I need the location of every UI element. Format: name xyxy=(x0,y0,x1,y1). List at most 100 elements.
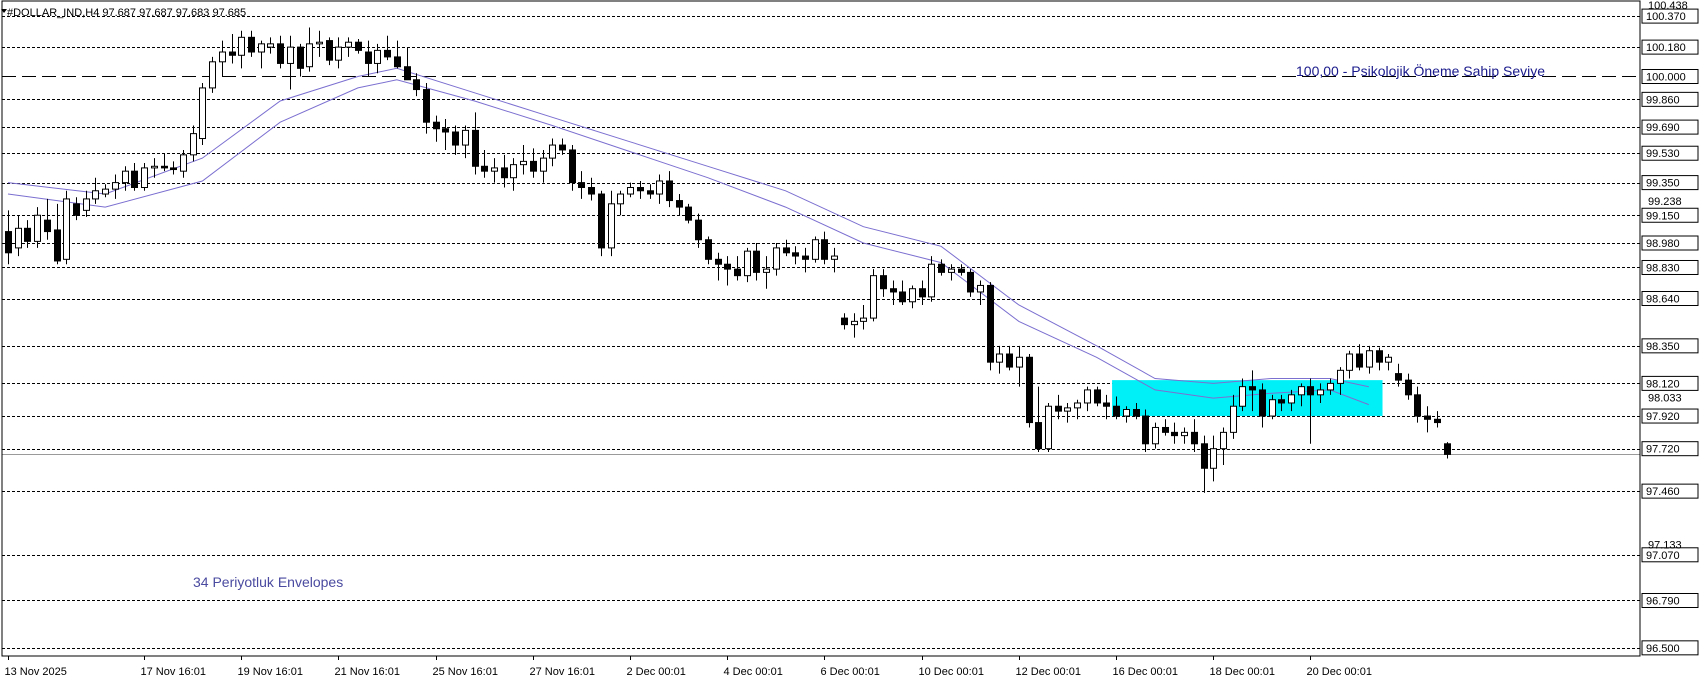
candle-bull xyxy=(199,87,206,140)
price-label: 99.690 xyxy=(1646,122,1680,134)
candle-bull xyxy=(1298,386,1305,396)
candle-bear xyxy=(1142,415,1149,445)
candle-bull xyxy=(34,214,41,242)
candle-bull xyxy=(851,320,858,326)
candle-bull xyxy=(656,180,663,195)
envelope-lower-line xyxy=(7,79,1369,406)
candle-bear xyxy=(1356,353,1363,368)
price-label-box xyxy=(1641,408,1699,424)
candle-bear xyxy=(433,121,440,130)
candle-bull xyxy=(870,275,877,319)
resistance-zone xyxy=(1112,380,1383,417)
price-label-box xyxy=(1641,441,1699,457)
candle-bear xyxy=(1201,443,1208,469)
price-label: 97.920 xyxy=(1646,411,1680,423)
candle-bull xyxy=(928,263,935,298)
time-label: 18 Dec 00:01 xyxy=(1210,666,1275,678)
price-scale-label: 97.133 xyxy=(1648,540,1682,552)
candle-bull xyxy=(1210,448,1217,469)
candle-bear xyxy=(248,36,255,53)
candle-bear xyxy=(841,317,848,326)
candle-bear xyxy=(899,291,906,303)
candle-bear xyxy=(413,79,420,91)
candle-bear xyxy=(1133,409,1140,417)
candle-bull xyxy=(267,43,274,48)
candle-bear xyxy=(695,219,702,241)
candle-bear xyxy=(24,227,31,242)
candle-bear xyxy=(1414,394,1421,417)
candle-bull xyxy=(627,187,634,195)
candle-bull xyxy=(345,41,352,48)
candle-bear xyxy=(170,167,177,171)
candle-bull xyxy=(141,167,148,189)
time-label: 2 Dec 00:01 xyxy=(627,666,686,678)
candle-bear xyxy=(1171,431,1178,437)
candle-bull xyxy=(287,46,294,64)
candle-bull xyxy=(1337,369,1344,384)
candle-bear xyxy=(1444,443,1451,455)
candle-bull xyxy=(92,190,99,200)
price-label: 97.720 xyxy=(1646,444,1680,456)
candle-bear xyxy=(5,231,12,254)
psych-level-note: 100,00 - Psikolojik Öneme Sahip Seviye xyxy=(1296,62,1545,79)
price-label-box xyxy=(1641,338,1699,354)
time-label: 10 Dec 00:01 xyxy=(919,666,984,678)
candle-bear xyxy=(783,247,790,254)
candle-bear xyxy=(326,40,333,61)
candle-bear xyxy=(685,206,692,221)
candle-bull xyxy=(1317,389,1324,396)
candle-bear xyxy=(987,284,994,363)
price-label: 96.500 xyxy=(1646,643,1680,655)
candle-bear xyxy=(1376,350,1383,363)
candle-bull xyxy=(1288,394,1295,404)
candle-bull xyxy=(306,43,313,68)
candle-bear xyxy=(423,89,430,123)
level-lines xyxy=(2,16,1640,649)
candle-bear xyxy=(578,182,585,189)
candle-bear xyxy=(384,49,391,58)
candle-bear xyxy=(161,165,168,169)
candle-bull xyxy=(219,51,226,63)
time-axis: 13 Nov 2025 17 Nov 16:01 19 Nov 16:01 21 No… xyxy=(5,656,1372,678)
candle-bear xyxy=(919,288,926,298)
price-label: 100.180 xyxy=(1646,42,1686,54)
price-label: 97.460 xyxy=(1646,486,1680,498)
candle-bull xyxy=(540,157,547,172)
candle-bear xyxy=(472,129,479,167)
candle-bear xyxy=(715,258,722,265)
candle-bear xyxy=(1026,356,1033,424)
envelope-lines xyxy=(7,67,1369,406)
candle-bull xyxy=(608,203,615,249)
candle-bull xyxy=(462,129,469,146)
candle-bull xyxy=(948,268,955,273)
time-label: 4 Dec 00:01 xyxy=(724,666,783,678)
candle-bull xyxy=(122,170,129,184)
candle-bull xyxy=(1181,431,1188,437)
candle-bear xyxy=(1035,422,1042,450)
price-label: 99.350 xyxy=(1646,178,1680,190)
price-scale-label: 99.238 xyxy=(1648,196,1682,208)
candle-bull xyxy=(860,317,867,322)
candle-bull xyxy=(1269,399,1276,417)
candle-bear xyxy=(131,170,138,189)
price-label: 99.860 xyxy=(1646,94,1680,106)
candle-bear xyxy=(404,66,411,81)
candle-bull xyxy=(1239,386,1246,407)
price-label-box xyxy=(1641,640,1699,656)
price-label: 100.000 xyxy=(1646,71,1686,83)
candle-bear xyxy=(1424,415,1431,420)
candle-bull xyxy=(812,239,819,260)
time-label: 19 Nov 16:01 xyxy=(238,666,303,678)
candle-bull xyxy=(1084,389,1091,404)
candle-bear xyxy=(559,144,566,151)
candle-bear xyxy=(44,219,51,233)
price-scale-label: 98.033 xyxy=(1648,393,1682,405)
candle-bear xyxy=(705,239,712,260)
candle-bear xyxy=(1405,379,1412,396)
candle-bull xyxy=(617,193,624,205)
price-label: 99.530 xyxy=(1646,148,1680,160)
price-label: 96.790 xyxy=(1646,595,1680,607)
candle-bull xyxy=(1016,356,1023,368)
